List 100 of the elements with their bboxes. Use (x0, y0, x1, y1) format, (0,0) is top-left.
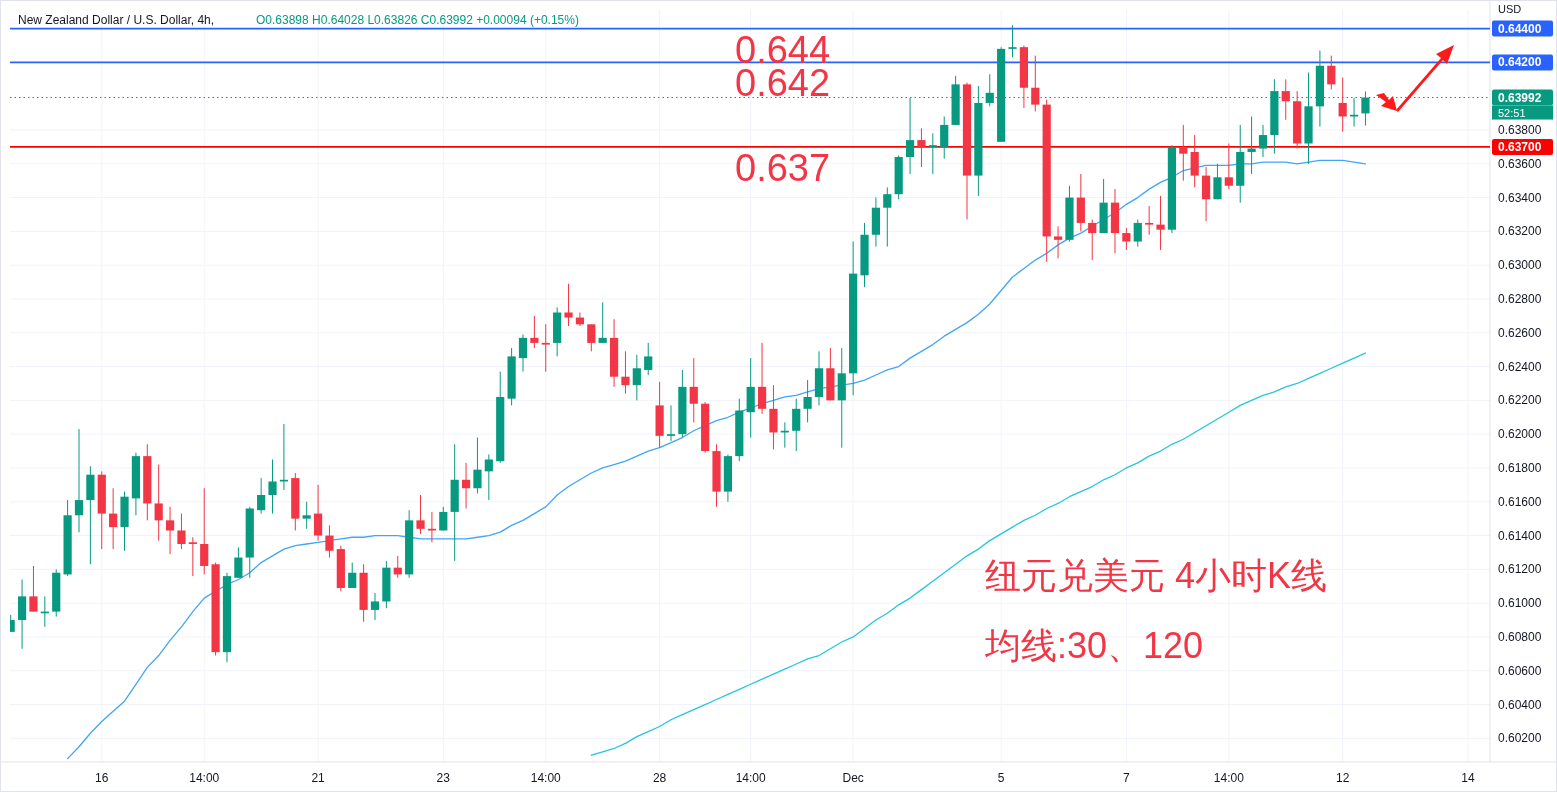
y-tick-label: 0.60200 (1498, 731, 1542, 746)
candlestick (1338, 77, 1347, 133)
candlestick (484, 453, 493, 501)
candlestick (792, 398, 801, 452)
candlestick (313, 484, 323, 542)
x-tick-label: 14:00 (530, 771, 562, 785)
ref-line-label: 0.63700 (1498, 139, 1542, 154)
candlestick (348, 562, 357, 589)
candlestick (587, 323, 596, 352)
y-tick-label: 0.60800 (1498, 629, 1542, 644)
y-tick-label: 0.60400 (1498, 697, 1542, 712)
x-tick-label: Dec (842, 771, 864, 785)
candlestick (883, 186, 892, 248)
candlestick (234, 546, 243, 579)
candlestick (598, 301, 607, 344)
ref-line-label: 0.64200 (1498, 55, 1542, 70)
y-tick-label: 0.62400 (1498, 359, 1542, 374)
candlestick (803, 379, 812, 423)
y-tick-label: 0.62000 (1498, 427, 1542, 442)
candlestick (1031, 55, 1040, 112)
candlestick (928, 132, 937, 175)
candlestick (416, 494, 425, 535)
candlestick (632, 354, 641, 401)
candlestick (268, 459, 277, 515)
y-tick-label: 0.63600 (1498, 156, 1542, 171)
y-tick-label: 0.61600 (1498, 494, 1542, 509)
candlestick (325, 524, 334, 559)
candlestick (1281, 78, 1290, 121)
x-tick-label: 16 (95, 771, 109, 785)
candlestick (541, 323, 550, 373)
candlestick (302, 501, 311, 530)
candlestick (769, 384, 778, 450)
candlestick (1224, 143, 1233, 190)
x-tick-label: 14:00 (1213, 771, 1245, 785)
candlestick (200, 487, 209, 575)
candlestick (1327, 55, 1336, 90)
candlestick (564, 283, 573, 327)
y-tick-label: 0.62600 (1498, 325, 1542, 340)
candlestick (1145, 205, 1154, 236)
candlestick (1088, 219, 1097, 261)
annotation: 0.642 (735, 62, 831, 105)
x-tick-label: 14:00 (189, 771, 220, 785)
annotation: 0.637 (735, 146, 831, 189)
candlestick (917, 127, 926, 168)
candlestick (1122, 227, 1131, 251)
candlestick (757, 342, 767, 415)
chart-subtitle: O0.63898 H0.64028 L0.63826 C0.63992 +0.00094 (+0.15%) (256, 13, 579, 27)
y-tick-label: 0.63200 (1498, 224, 1542, 239)
candlestick (177, 513, 186, 550)
x-tick-label: 28 (652, 771, 667, 785)
y-tick-label: 0.61200 (1498, 562, 1542, 577)
candlestick (518, 333, 528, 373)
x-tick-label: 14:00 (735, 771, 767, 785)
candlestick (473, 437, 482, 494)
candlestick (666, 404, 676, 442)
candlestick (689, 357, 698, 423)
candlestick (530, 315, 539, 349)
annotation: 均线:30、120 (984, 625, 1204, 666)
candlestick (940, 115, 949, 160)
candlestick (74, 428, 84, 533)
candlestick (370, 592, 380, 621)
candlestick (17, 578, 27, 650)
x-tick-label: 5 (997, 771, 1005, 785)
candlestick (1053, 225, 1063, 259)
y-tick-label: 0.63400 (1498, 190, 1542, 205)
candlestick (154, 464, 163, 542)
line-series (590, 352, 1367, 756)
candlestick (1190, 134, 1199, 188)
y-tick-label: 0.62200 (1498, 393, 1542, 408)
candlestick (188, 536, 197, 577)
x-tick-label: 7 (1123, 771, 1131, 785)
candlestick (1133, 219, 1142, 248)
y-tick-label: 0.60600 (1498, 663, 1542, 678)
candlestick (985, 73, 994, 107)
candlestick (1201, 166, 1211, 222)
candlestick (1179, 124, 1188, 182)
ref-line-label: 0.63992 (1498, 90, 1542, 105)
candlestick (644, 342, 653, 376)
ref-line-label: 0.64400 (1498, 21, 1542, 36)
candlestick (1156, 195, 1165, 251)
text: 52:51 (1498, 106, 1526, 119)
y-tick-label: 0.61800 (1498, 460, 1542, 475)
candlestick (165, 506, 175, 555)
candlestick (621, 350, 630, 395)
candlestick (1258, 124, 1268, 158)
y-tick-label: 0.61400 (1498, 528, 1542, 543)
candlestick (257, 477, 266, 515)
y-tick-label: 0.62800 (1498, 291, 1542, 306)
x-tick-label: 14 (1461, 771, 1475, 785)
candlestick (461, 462, 471, 510)
candlestick (1213, 163, 1222, 200)
annotation: 纽元兑美元 4小时K线 (985, 555, 1328, 596)
y-tick-label: 0.61000 (1498, 596, 1542, 611)
candlestick (1008, 24, 1017, 58)
candlestick (29, 565, 38, 613)
chart-title: New Zealand Dollar / U.S. Dollar, 4h, (18, 13, 215, 27)
y-axis-title: USD (1498, 3, 1522, 15)
x-tick-label: 21 (311, 771, 326, 785)
y-tick-label: 0.63000 (1498, 258, 1542, 273)
y-tick-label: 0.63800 (1498, 122, 1542, 137)
